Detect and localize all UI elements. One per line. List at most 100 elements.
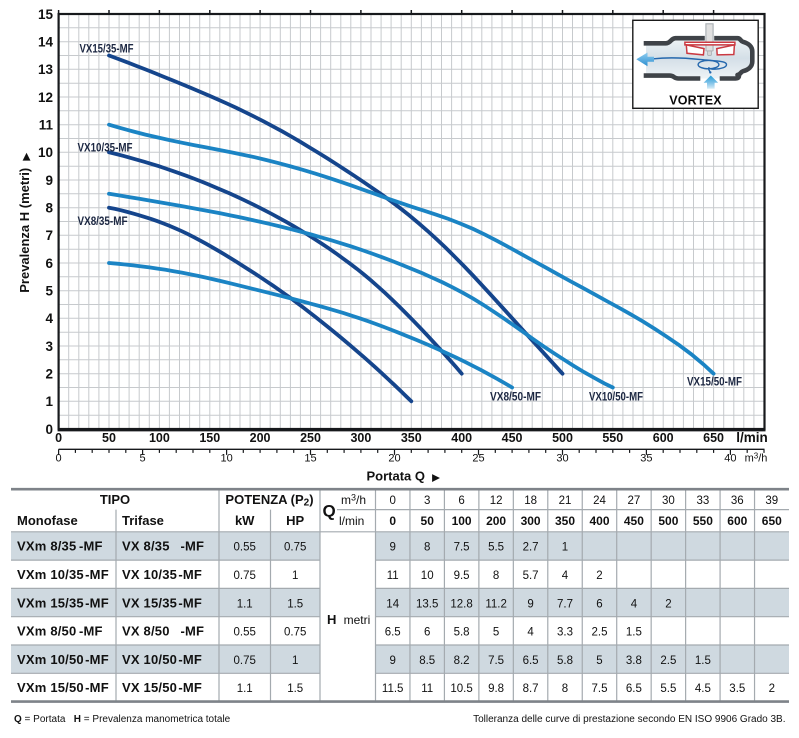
svg-text:9: 9 [389, 542, 395, 554]
svg-text:450: 450 [624, 514, 644, 528]
svg-text:0.55: 0.55 [234, 627, 256, 639]
svg-text:9.5: 9.5 [454, 570, 470, 582]
svg-text:11: 11 [39, 118, 54, 133]
svg-text:33: 33 [697, 495, 710, 507]
svg-text:11: 11 [387, 570, 399, 582]
svg-text:0: 0 [45, 422, 53, 437]
svg-text:VX10/50-MF: VX10/50-MF [589, 390, 643, 404]
svg-text:7: 7 [45, 228, 53, 243]
svg-text:10: 10 [220, 453, 232, 465]
svg-text:Monofase: Monofase [17, 513, 78, 528]
svg-text:-MF: -MF [79, 539, 103, 554]
svg-text:4: 4 [45, 311, 53, 326]
svg-text:VXm 8/50: VXm 8/50 [17, 624, 76, 639]
svg-text:30: 30 [556, 453, 568, 465]
svg-text:3.8: 3.8 [626, 655, 642, 667]
svg-text:l/min: l/min [736, 430, 768, 445]
svg-text:4: 4 [631, 598, 638, 610]
svg-text:200: 200 [486, 514, 506, 528]
svg-text:6.5: 6.5 [523, 655, 539, 667]
svg-text:350: 350 [555, 514, 575, 528]
svg-text:7.5: 7.5 [488, 655, 504, 667]
svg-text:VX8/50-MF: VX8/50-MF [490, 390, 541, 404]
svg-text:12: 12 [490, 495, 503, 507]
svg-text:Portata Q ▶: Portata Q ▶ [366, 469, 441, 484]
svg-text:m3/h: m3/h [745, 452, 768, 465]
svg-text:Tolleranza delle curve di pres: Tolleranza delle curve di prestazione se… [473, 714, 785, 725]
svg-text:6: 6 [424, 627, 430, 639]
svg-text:3.5: 3.5 [729, 683, 745, 695]
svg-text:200: 200 [250, 431, 271, 445]
svg-text:14: 14 [386, 598, 399, 610]
svg-text:4: 4 [527, 627, 534, 639]
svg-text:40: 40 [724, 453, 736, 465]
svg-text:10.5: 10.5 [450, 683, 472, 695]
svg-text:5.8: 5.8 [454, 627, 470, 639]
svg-text:50: 50 [421, 514, 435, 528]
svg-text:1: 1 [292, 655, 298, 667]
svg-text:7.5: 7.5 [454, 542, 470, 554]
svg-text:450: 450 [502, 431, 523, 445]
svg-text:VX15/35-MF: VX15/35-MF [80, 42, 134, 56]
svg-text:9.8: 9.8 [488, 683, 504, 695]
svg-text:3: 3 [424, 495, 430, 507]
svg-text:0: 0 [389, 495, 395, 507]
svg-text:15: 15 [38, 7, 54, 22]
svg-text:35: 35 [640, 453, 652, 465]
svg-text:550: 550 [693, 514, 713, 528]
svg-text:8.5: 8.5 [419, 655, 435, 667]
svg-text:300: 300 [521, 514, 541, 528]
svg-text:1.5: 1.5 [287, 683, 303, 695]
svg-text:5.8: 5.8 [557, 655, 573, 667]
svg-text:0: 0 [55, 431, 62, 445]
svg-text:VX 8/50: VX 8/50 [122, 624, 170, 639]
svg-text:VX 8/35: VX 8/35 [122, 539, 170, 554]
svg-text:3.3: 3.3 [557, 627, 573, 639]
svg-text:500: 500 [552, 431, 573, 445]
svg-text:Trifase: Trifase [122, 513, 164, 528]
svg-text:350: 350 [401, 431, 422, 445]
svg-text:6: 6 [458, 495, 464, 507]
svg-text:1.5: 1.5 [287, 598, 303, 610]
svg-text:21: 21 [559, 495, 572, 507]
svg-text:2: 2 [665, 598, 671, 610]
svg-text:18: 18 [524, 495, 537, 507]
svg-text:5.7: 5.7 [523, 570, 539, 582]
svg-text:5: 5 [45, 284, 53, 299]
svg-text:0.55: 0.55 [234, 542, 256, 554]
svg-text:TIPO: TIPO [100, 492, 130, 507]
svg-text:VX8/35-MF: VX8/35-MF [78, 214, 128, 228]
svg-text:1.1: 1.1 [237, 598, 253, 610]
svg-text:5: 5 [493, 627, 499, 639]
svg-text:400: 400 [589, 514, 609, 528]
svg-text:VX 10/35 -MF: VX 10/35 -MF [122, 567, 202, 582]
svg-text:550: 550 [602, 431, 623, 445]
svg-text:8.2: 8.2 [454, 655, 470, 667]
svg-text:0: 0 [56, 453, 62, 465]
svg-text:39: 39 [765, 495, 778, 507]
svg-text:Q: Q [323, 502, 336, 521]
svg-text:VXm 10/35 -MF: VXm 10/35 -MF [17, 567, 109, 582]
svg-text:VX15/50-MF: VX15/50-MF [687, 375, 742, 389]
svg-text:650: 650 [703, 431, 724, 445]
svg-text:50: 50 [102, 431, 116, 445]
svg-text:25: 25 [472, 453, 484, 465]
svg-text:1.5: 1.5 [626, 627, 642, 639]
svg-text:14: 14 [38, 35, 54, 50]
svg-text:12: 12 [38, 90, 53, 105]
svg-text:7.5: 7.5 [592, 683, 608, 695]
svg-text:1: 1 [562, 542, 568, 554]
svg-text:2: 2 [45, 367, 53, 382]
svg-text:3: 3 [45, 339, 53, 354]
svg-text:8: 8 [424, 542, 430, 554]
svg-text:Q = Portata H = Prevalenza m: Q = Portata H = Prevalenza manometrica t… [14, 714, 231, 725]
svg-text:6.5: 6.5 [626, 683, 642, 695]
svg-text:POTENZA (P2): POTENZA (P2) [225, 492, 313, 509]
svg-text:1.1: 1.1 [237, 683, 253, 695]
svg-text:10: 10 [38, 145, 53, 160]
svg-text:-MF: -MF [181, 539, 205, 554]
svg-text:l/min: l/min [339, 514, 364, 528]
svg-text:11.5: 11.5 [382, 683, 404, 695]
svg-text:600: 600 [727, 514, 747, 528]
svg-text:VX 10/50 -MF: VX 10/50 -MF [122, 652, 202, 667]
